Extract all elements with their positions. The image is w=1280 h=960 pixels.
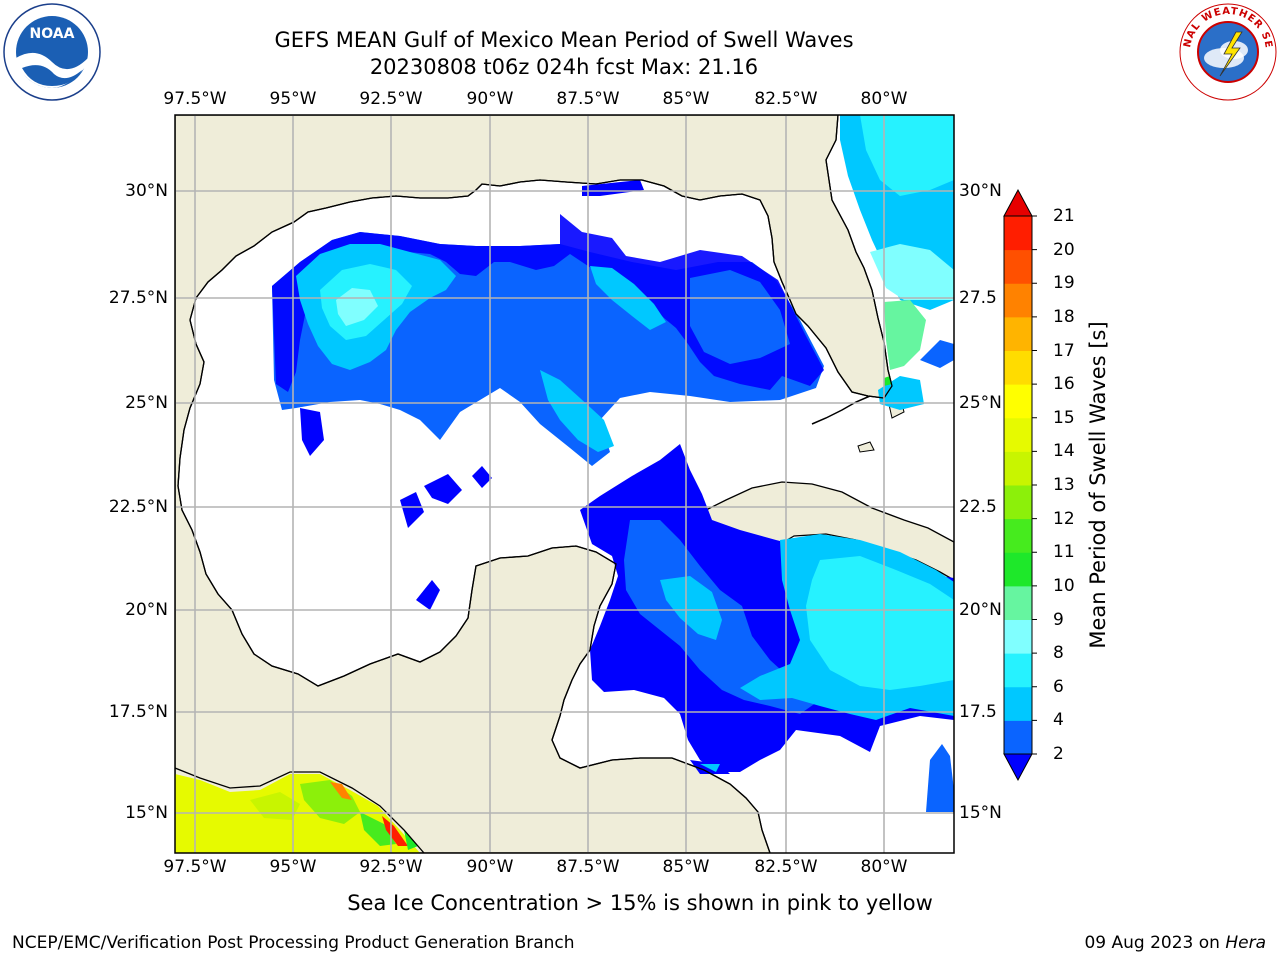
colorbar-tick-label: 4	[1053, 710, 1064, 731]
colorbar-tick-label: 18	[1053, 306, 1075, 327]
colorbar-tick-label: 14	[1053, 441, 1075, 462]
colorbar-segment	[1004, 451, 1032, 486]
lat-tick-left: 22.5°N	[108, 497, 168, 517]
coastline-pacific	[175, 767, 425, 853]
colorbar-segment	[1004, 485, 1032, 520]
colorbar-extend-max	[1003, 188, 1033, 217]
colorbar-tick-label: 2	[1053, 744, 1064, 764]
colorbar-segment	[1004, 653, 1032, 688]
colorbar-tick-label: 16	[1053, 374, 1075, 395]
colorbar-segment	[1004, 417, 1032, 452]
lon-tick-bottom: 90°W	[466, 857, 514, 877]
noaa-logo-text: NOAA	[30, 26, 75, 42]
lon-tick-top: 97.5°W	[163, 89, 227, 109]
colorbar-segment	[1004, 216, 1032, 251]
lon-tick-bottom: 80°W	[860, 857, 908, 877]
lon-tick-bottom: 95°W	[269, 857, 317, 877]
colorbar-tick-label: 15	[1053, 407, 1075, 428]
map-frame	[174, 114, 955, 854]
colorbar-tick-label: 12	[1053, 508, 1075, 529]
gridlines	[175, 115, 954, 853]
colorbar-label: Mean Period of Swell Waves [s]	[1086, 321, 1110, 649]
lon-tick-bottom: 92.5°W	[359, 857, 423, 877]
colorbar-tick-label: 6	[1053, 676, 1064, 697]
colorbar-segment	[1004, 384, 1032, 419]
map-subtitle: 20230808 t06z 024h fcst Max: 21.16	[369, 55, 759, 79]
lat-tick-left: 27.5°N	[108, 288, 168, 308]
lon-tick-bottom: 82.5°W	[754, 857, 818, 877]
colorbar-tick-label: 20	[1053, 239, 1075, 260]
lon-tick-top: 90°W	[466, 89, 514, 109]
lat-tick-right: 17.5	[959, 702, 997, 722]
lat-tick-right: 20°N	[959, 600, 1002, 620]
map-title: GEFS MEAN Gulf of Mexico Mean Period of …	[274, 28, 854, 52]
footer-date-text: 09 Aug 2023 on	[1084, 933, 1226, 953]
lat-tick-left: 25°N	[125, 393, 168, 413]
colorbar-tick-label: 13	[1053, 475, 1075, 495]
colorbar-tick-label: 21	[1053, 206, 1075, 226]
lat-tick-right: 15°N	[959, 803, 1002, 823]
lon-tick-top: 80°W	[860, 89, 908, 109]
sea-ice-note-text: Sea Ice Concentration > 15% is shown in …	[347, 891, 933, 915]
lat-tick-right: 22.5	[959, 497, 997, 517]
lon-tick-bottom: 85°W	[662, 857, 710, 877]
footer-credit: NCEP/EMC/Verification Post Processing Pr…	[12, 933, 575, 953]
lon-tick-top: 82.5°W	[754, 89, 818, 109]
lat-tick-left: 20°N	[125, 600, 168, 620]
noaa-logo: NOAA	[3, 3, 101, 101]
colorbar-tick-label: 17	[1053, 340, 1075, 361]
sea-ice-note: Sea Ice Concentration > 15% is shown in …	[0, 891, 1280, 915]
lat-tick-right: 25°N	[959, 393, 1002, 413]
lat-tick-right: 27.5	[959, 288, 997, 308]
colorbar-segment	[1004, 552, 1032, 587]
colorbar-tick-label: 11	[1053, 542, 1075, 563]
colorbar-segment	[1004, 720, 1032, 755]
colorbar-tick-label: 10	[1053, 575, 1075, 596]
nws-logo: NATIONAL WEATHER SERVICE	[1178, 2, 1277, 101]
colorbar-segment	[1004, 686, 1032, 721]
lon-tick-bottom: 87.5°W	[556, 857, 620, 877]
lon-tick-top: 85°W	[662, 89, 710, 109]
land-island	[857, 441, 875, 453]
lat-tick-right: 30°N	[959, 181, 1002, 201]
colorbar-segment	[1004, 283, 1032, 318]
land-keys	[811, 395, 871, 425]
colorbar-segment	[1004, 585, 1032, 620]
colorbar-segment	[1004, 316, 1032, 351]
colorbar-segment	[1004, 619, 1032, 654]
footer-date: 09 Aug 2023 on Hera	[1084, 933, 1266, 953]
colorbar-segment	[1004, 518, 1032, 553]
colorbar-tick-label: 8	[1053, 643, 1064, 664]
colorbar-tick-label: 19	[1053, 273, 1075, 294]
lon-tick-top: 87.5°W	[556, 89, 620, 109]
colorbar-extend-min	[1003, 753, 1033, 782]
colorbar-tick-label: 9	[1053, 609, 1064, 630]
lat-tick-left: 15°N	[125, 803, 168, 823]
colorbar	[1003, 188, 1037, 782]
colorbar-segment	[1004, 249, 1032, 284]
lon-tick-top: 92.5°W	[359, 89, 423, 109]
colorbar-segment	[1004, 350, 1032, 385]
lat-tick-left: 30°N	[125, 181, 168, 201]
lat-tick-left: 17.5°N	[108, 702, 168, 722]
lon-tick-top: 95°W	[269, 89, 317, 109]
footer-host: Hera	[1225, 933, 1266, 953]
lon-tick-bottom: 97.5°W	[163, 857, 227, 877]
